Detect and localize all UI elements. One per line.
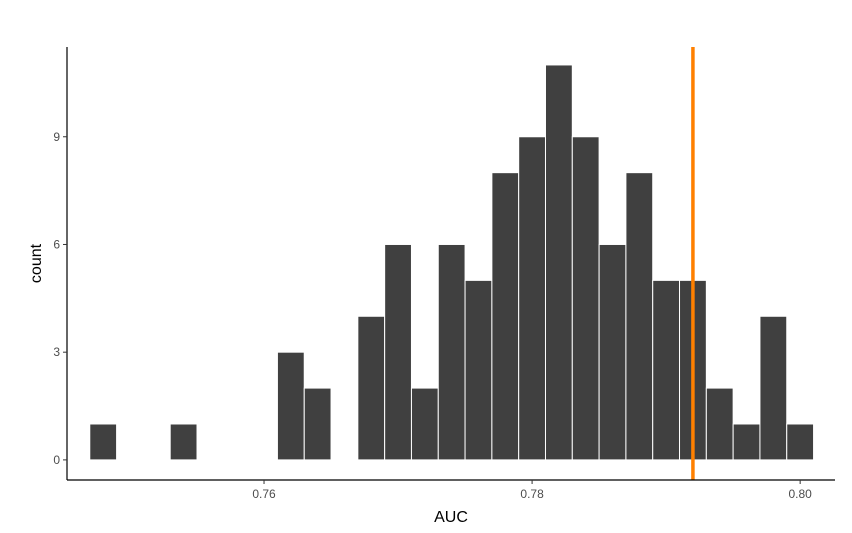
histogram-bar [464,279,493,461]
histogram-bar [759,315,788,461]
x-tick-label: 0.80 [788,487,812,501]
histogram-bar [598,243,627,461]
bars-layer [89,64,815,461]
y-tick-label: 6 [53,237,60,251]
histogram-bar [732,423,761,461]
x-tick-label: 0.78 [520,487,544,501]
histogram-bar [544,64,573,461]
histogram-bar [652,279,681,461]
histogram-bar [303,387,332,461]
histogram-bar [357,315,386,461]
y-tick-label: 3 [53,345,60,359]
y-axis-title: count [28,243,45,283]
histogram-bar [491,172,520,461]
histogram-bar [571,136,600,461]
x-ticks: 0.76 0.78 0.80 [252,480,812,501]
histogram-bar [705,387,734,461]
histogram-bar [169,423,198,461]
histogram-bar [786,423,815,461]
y-ticks: 0 3 6 9 [53,130,67,467]
histogram-bar [437,243,466,461]
x-axis-title: AUC [434,509,468,526]
x-tick-label: 0.76 [252,487,276,501]
histogram-bar [276,351,305,461]
histogram-bar [518,136,546,461]
histogram-bar [89,423,118,461]
y-tick-label: 0 [53,453,60,467]
y-tick-label: 9 [53,130,60,144]
axes-layer [66,47,835,481]
histogram-bar [410,387,439,461]
histogram-bar [384,243,412,461]
histogram-bar [625,172,654,461]
